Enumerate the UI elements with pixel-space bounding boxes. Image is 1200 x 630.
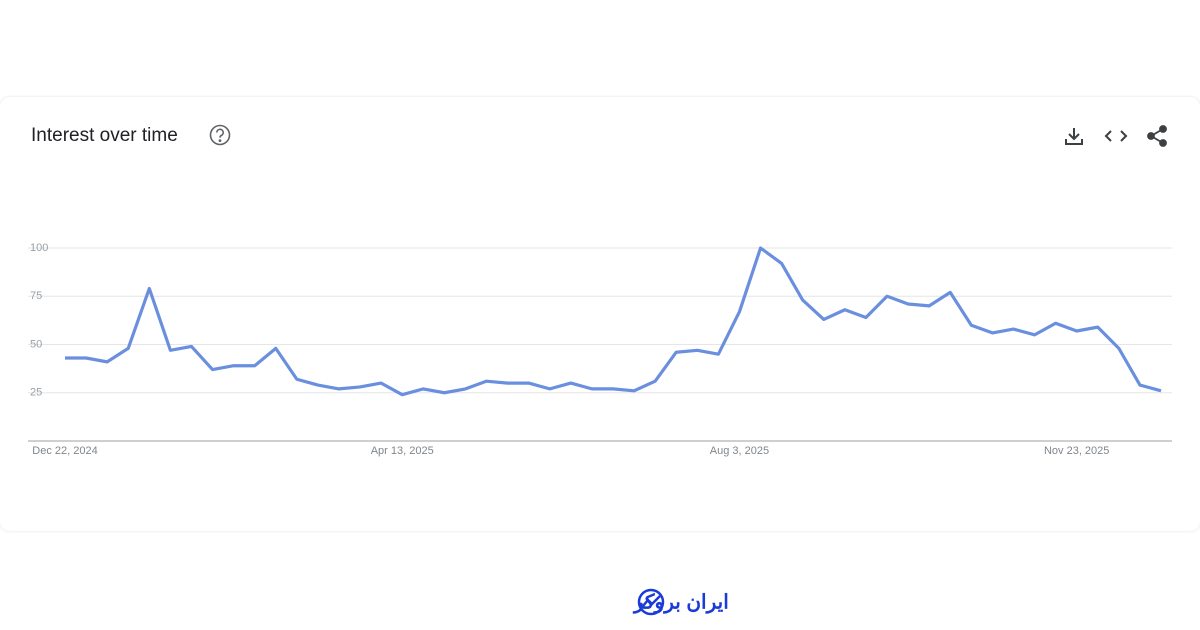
chart-card (0, 97, 1200, 531)
brand-logo (637, 588, 665, 616)
chart-title: Interest over time (31, 125, 178, 146)
help-icon[interactable] (209, 124, 231, 146)
x-tick-label: Dec 22, 2024 (32, 445, 97, 457)
x-tick-label: Apr 13, 2025 (371, 445, 434, 457)
y-tick-label: 25 (30, 387, 42, 399)
y-tick-label: 75 (30, 290, 42, 302)
x-tick-label: Nov 23, 2025 (1044, 445, 1109, 457)
download-icon[interactable] (1065, 128, 1083, 145)
y-tick-label: 100 (30, 242, 48, 254)
y-tick-label: 50 (30, 338, 42, 350)
share-icon[interactable] (1147, 125, 1167, 147)
x-tick-label: Aug 3, 2025 (710, 445, 769, 457)
embed-icon[interactable] (1104, 130, 1128, 142)
brand-name: ایران بروکر (632, 591, 729, 614)
trend-line (65, 246, 1162, 397)
